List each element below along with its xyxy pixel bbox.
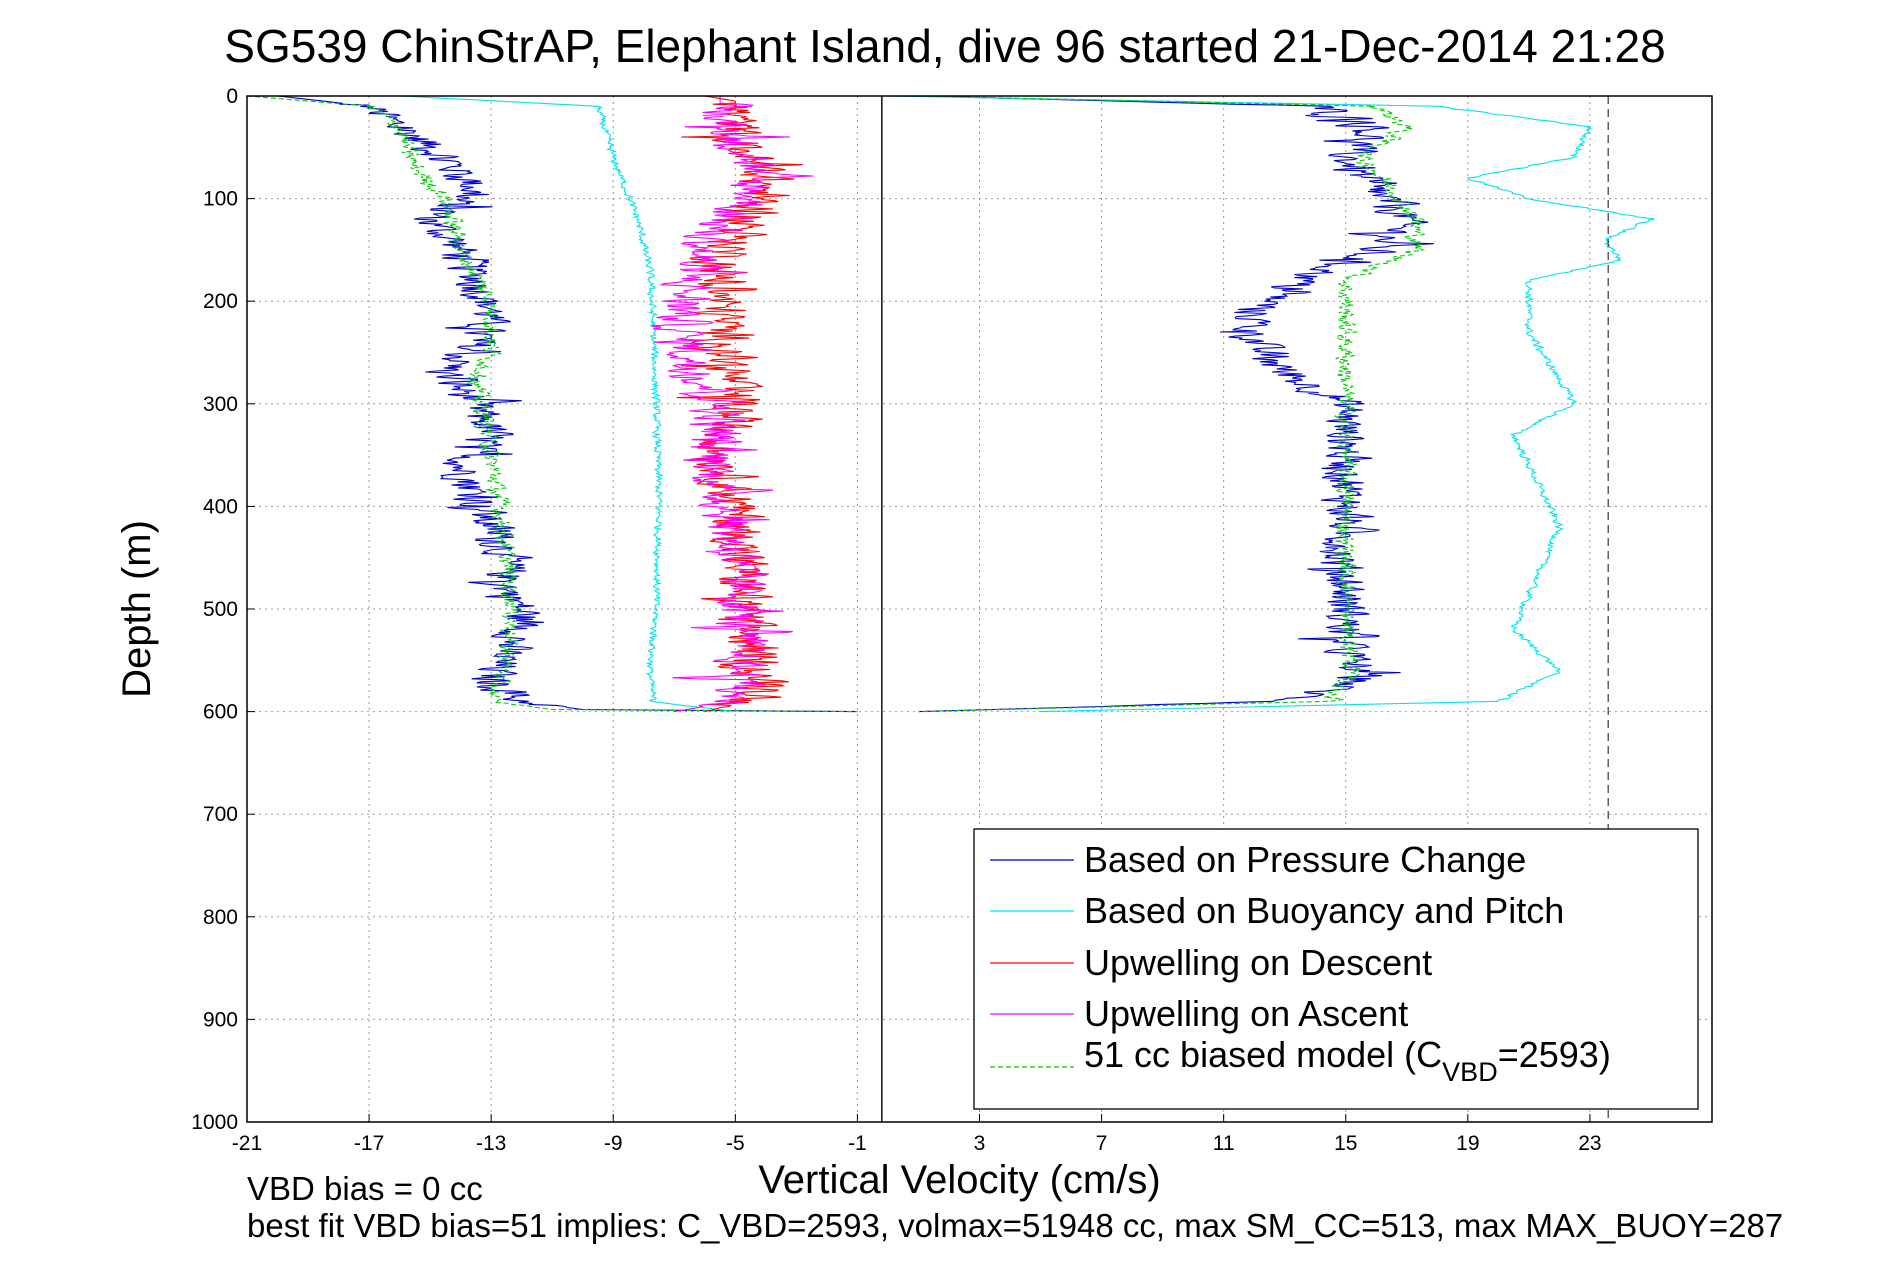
y-tick-label: 100 bbox=[203, 188, 238, 211]
footer-line-2: best fit VBD bias=51 implies: C_VBD=2593… bbox=[247, 1207, 1783, 1244]
x-tick-label: -1 bbox=[848, 1132, 867, 1155]
x-tick-label: 15 bbox=[1334, 1132, 1357, 1155]
x-tick-label: -17 bbox=[354, 1132, 384, 1155]
legend-label-1: Based on Buoyancy and Pitch bbox=[1084, 890, 1564, 931]
y-tick-label: 500 bbox=[203, 598, 238, 621]
y-tick-label: 700 bbox=[203, 803, 238, 826]
x-axis-label: Vertical Velocity (cm/s) bbox=[758, 1158, 1160, 1202]
y-axis-ticks: 0 100 200 300 400 500 600 700 800 900 1000 bbox=[191, 85, 255, 1134]
x-tick-label: 19 bbox=[1456, 1132, 1479, 1155]
y-tick-label: 600 bbox=[203, 701, 238, 724]
x-tick-label: -5 bbox=[726, 1132, 745, 1155]
x-tick-label: 23 bbox=[1578, 1132, 1601, 1155]
y-tick-label: 200 bbox=[203, 290, 238, 313]
legend-label-4: 51 cc biased model (CVBD=2593) bbox=[1084, 1034, 1611, 1087]
y-tick-label: 0 bbox=[226, 85, 238, 108]
legend-label-0: Based on Pressure Change bbox=[1084, 839, 1526, 880]
x-tick-label: 3 bbox=[974, 1132, 986, 1155]
x-tick-label: -13 bbox=[476, 1132, 506, 1155]
x-tick-label: -9 bbox=[604, 1132, 623, 1155]
x-axis-ticks: -21 -17 -13 -9 -5 -1 3 7 11 15 19 23 bbox=[232, 1114, 1602, 1155]
x-tick-label: 11 bbox=[1213, 1132, 1235, 1155]
series-group bbox=[246, 95, 1655, 713]
series-line-4-0 bbox=[246, 95, 858, 713]
legend-label-3: Upwelling on Ascent bbox=[1084, 993, 1408, 1034]
series-line-3-0 bbox=[651, 96, 814, 713]
legend-box bbox=[973, 828, 1699, 1110]
series-line-1-0 bbox=[399, 95, 736, 713]
footer-line-1: VBD bias = 0 cc bbox=[247, 1170, 483, 1207]
series-line-4-1 bbox=[918, 95, 1426, 713]
series-line-0-1 bbox=[918, 95, 1434, 713]
series-line-0-0 bbox=[277, 95, 858, 713]
y-tick-label: 900 bbox=[203, 1008, 238, 1031]
y-axis-label: Depth (m) bbox=[115, 520, 159, 698]
x-tick-label: 7 bbox=[1096, 1132, 1108, 1155]
y-tick-label: 1000 bbox=[191, 1111, 238, 1134]
legend-label-2: Upwelling on Descent bbox=[1084, 942, 1432, 983]
reference-lines bbox=[881, 96, 1609, 1122]
legend: Based on Pressure Change Based on Buoyanc… bbox=[973, 828, 1699, 1110]
y-tick-label: 800 bbox=[203, 906, 238, 929]
y-tick-label: 300 bbox=[203, 393, 238, 416]
x-tick-label: -21 bbox=[232, 1132, 262, 1155]
chart-title: SG539 ChinStrAP, Elephant Island, dive 9… bbox=[224, 20, 1665, 72]
y-tick-label: 400 bbox=[203, 495, 238, 518]
series-line-1-1 bbox=[887, 95, 1655, 713]
